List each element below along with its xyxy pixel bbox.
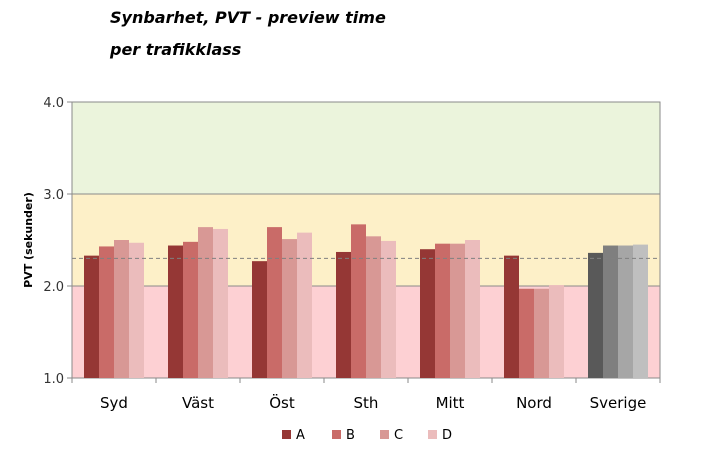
x-tick-label: Sth [354, 394, 379, 412]
legend-swatch-b [332, 430, 341, 439]
bar-nord-a [504, 255, 519, 378]
bar-sverige-d [633, 244, 648, 378]
bar-nord-c [534, 288, 549, 378]
bar-väst-c [198, 227, 213, 378]
y-tick-label: 4.0 [43, 96, 64, 111]
band-2 [72, 102, 660, 194]
x-tick-label: Sverige [590, 394, 647, 412]
legend-label-d: D [442, 428, 452, 443]
bar-syd-a [84, 255, 99, 378]
bar-sth-c [366, 236, 381, 378]
y-tick-label: 1.0 [43, 372, 64, 387]
bar-väst-a [168, 245, 183, 378]
y-tick-label: 3.0 [43, 188, 64, 203]
bar-mitt-c [450, 243, 465, 378]
bar-mitt-b [435, 243, 450, 378]
bar-syd-d [129, 242, 144, 378]
bar-öst-b [267, 227, 282, 378]
bar-sth-d [381, 240, 396, 378]
bar-mitt-a [420, 249, 435, 378]
bar-sverige-b [603, 245, 618, 378]
y-axis-label: PVT (sekunder) [22, 192, 35, 288]
legend-swatch-d [428, 430, 437, 439]
legend-label-c: C [394, 428, 403, 443]
legend-swatch-c [380, 430, 389, 439]
legend-swatch-a [282, 430, 291, 439]
bar-syd-b [99, 246, 114, 378]
legend-label-b: B [346, 428, 355, 443]
bar-öst-c [282, 239, 297, 378]
chart-subtitle: per trafikklass [110, 40, 242, 59]
bar-nord-d [549, 285, 564, 378]
x-tick-label: Väst [182, 394, 214, 412]
bar-väst-b [183, 241, 198, 378]
x-tick-label: Nord [516, 394, 552, 412]
bar-sverige-c [618, 245, 633, 378]
bar-öst-a [252, 261, 267, 378]
legend-label-a: A [296, 428, 305, 443]
y-tick-label: 2.0 [43, 280, 64, 295]
x-tick-label: Mitt [436, 394, 465, 412]
bar-sth-a [336, 251, 351, 378]
bar-öst-d [297, 232, 312, 378]
bar-sverige-a [588, 252, 603, 378]
bar-sth-b [351, 224, 366, 378]
bar-nord-b [519, 288, 534, 378]
chart-title: Synbarhet, PVT - preview time [110, 8, 386, 27]
bar-syd-c [114, 240, 129, 378]
x-tick-label: Öst [269, 393, 295, 412]
bar-väst-d [213, 228, 228, 378]
bar-mitt-d [465, 240, 480, 378]
x-tick-label: Syd [100, 394, 128, 412]
